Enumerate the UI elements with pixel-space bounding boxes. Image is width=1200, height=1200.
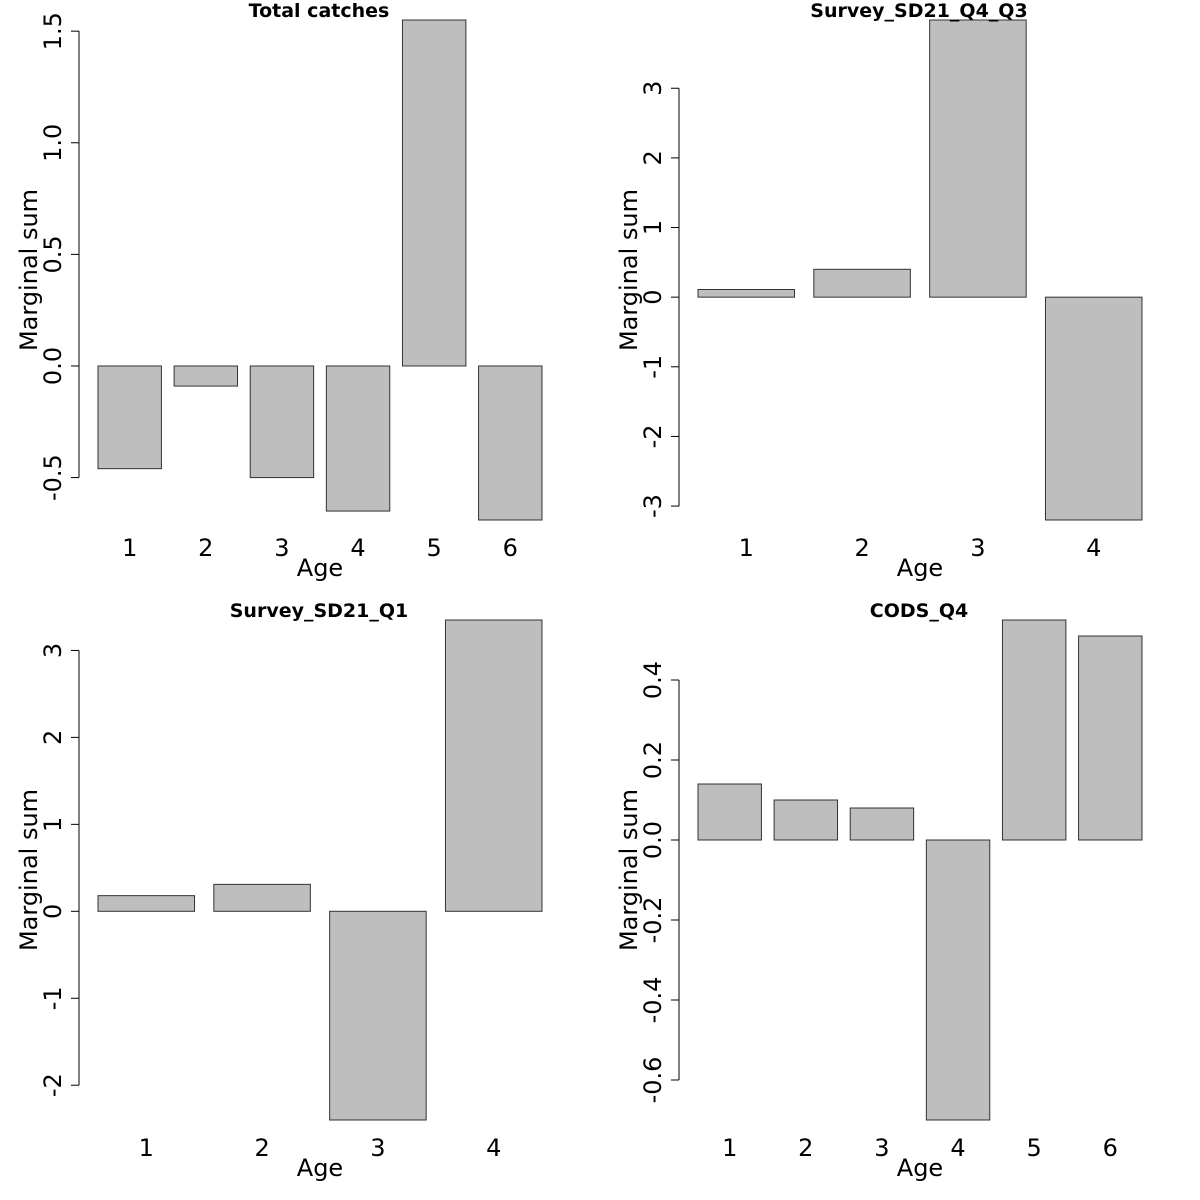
y-tick-label: -1	[39, 986, 67, 1010]
x-tick-label: 3	[274, 534, 289, 562]
x-tick-label: 6	[503, 534, 518, 562]
bar	[325, 365, 391, 512]
x-axis-label: Age	[297, 1154, 343, 1182]
x-tick-label: 4	[950, 1134, 965, 1162]
bar	[813, 268, 911, 298]
panel-total-catches: -0.5 0.0 0.5 1.0 1.5 1 2 3 4 5 6 Total catches Age Ma…	[15, 0, 543, 582]
bar	[849, 807, 915, 841]
y-axis-label: Marginal sum	[15, 189, 43, 351]
y-tick-label: -1	[639, 355, 667, 379]
x-axis-label: Age	[897, 1154, 943, 1182]
y-tick-label: 2	[39, 730, 67, 745]
x-tick-label: 5	[1027, 1134, 1042, 1162]
x-tick-label: 4	[486, 1134, 501, 1162]
y-tick-label: 0.0	[639, 821, 667, 859]
bar	[97, 365, 162, 470]
y-tick-label: -2	[39, 1073, 67, 1097]
y-tick-label: -0.5	[39, 454, 67, 501]
x-tick-label: 5	[427, 534, 442, 562]
x-tick-label: 1	[739, 534, 754, 562]
x-tick-label: 4	[1086, 534, 1101, 562]
bar	[329, 910, 427, 1121]
y-tick-label: 1	[39, 817, 67, 832]
bar	[697, 288, 796, 298]
y-tick-label: 3	[39, 643, 67, 658]
y-tick-label: 1.0	[39, 124, 67, 162]
x-axis-label: Age	[297, 554, 343, 582]
x-tick-label: 2	[198, 534, 213, 562]
x-tick-label: 3	[874, 1134, 889, 1162]
bar	[773, 799, 839, 841]
y-tick-label: 0.4	[639, 661, 667, 699]
y-tick-label: 0.0	[39, 347, 67, 385]
y-tick-label: -2	[639, 424, 667, 448]
panel-title: Total catches	[249, 0, 390, 22]
x-tick-label: 3	[370, 1134, 385, 1162]
y-axis-label: Marginal sum	[615, 189, 643, 351]
x-tick-label: 1	[139, 1134, 154, 1162]
x-tick-label: 6	[1103, 1134, 1118, 1162]
bar	[97, 895, 196, 912]
bar	[1001, 619, 1067, 841]
x-tick-label: 2	[798, 1134, 813, 1162]
x-tick-label: 2	[254, 1134, 269, 1162]
bar	[478, 365, 543, 521]
y-tick-label: -0.4	[639, 977, 667, 1024]
y-tick-label: -0.6	[639, 1057, 667, 1104]
bar	[1078, 635, 1143, 841]
bar	[1044, 296, 1143, 521]
x-tick-label: 1	[722, 1134, 737, 1162]
x-axis-label: Age	[897, 554, 943, 582]
bar	[697, 783, 762, 841]
panel-survey-sd21-q1: -2 -1 0 1 2 3 1 2 3 4 Survey_SD21_Q1 Age Marginal su…	[15, 600, 543, 1182]
bar	[925, 839, 991, 1121]
y-tick-label: 1.5	[39, 12, 67, 50]
x-tick-label: 4	[350, 534, 365, 562]
bar	[173, 365, 239, 387]
y-tick-label: 1	[639, 220, 667, 235]
y-tick-label: 0.2	[639, 741, 667, 779]
panel-title: Survey_SD21_Q4_Q3	[810, 0, 1027, 22]
y-axis-label: Marginal sum	[15, 789, 43, 951]
y-tick-label: -3	[639, 494, 667, 518]
bar	[249, 365, 315, 479]
y-tick-label: 2	[639, 150, 667, 165]
bar	[401, 19, 467, 367]
panel-survey-sd21-q4-q3: -3 -2 -1 0 1 2 3 1 2 3 4 Survey_SD21_Q4_Q3 Age Margin…	[615, 0, 1143, 582]
y-tick-label: 0.5	[39, 235, 67, 273]
y-axis-label: Marginal sum	[615, 789, 643, 951]
x-tick-label: 2	[854, 534, 869, 562]
bar	[213, 883, 311, 912]
panel-title: Survey_SD21_Q1	[230, 600, 409, 622]
bar	[929, 19, 1027, 298]
panel-title: CODS_Q4	[870, 600, 968, 622]
x-tick-label: 1	[122, 534, 137, 562]
bar	[444, 619, 543, 912]
y-tick-label: -0.2	[639, 897, 667, 944]
x-tick-label: 3	[970, 534, 985, 562]
y-tick-label: 0	[39, 904, 67, 919]
y-tick-label: 0	[639, 290, 667, 305]
panel-cods-q4: -0.6 -0.4 -0.2 0.0 0.2 0.4 1 2 3 4 5 6 CODS_Q4 Age Mar…	[615, 600, 1143, 1182]
y-tick-label: 3	[639, 81, 667, 96]
